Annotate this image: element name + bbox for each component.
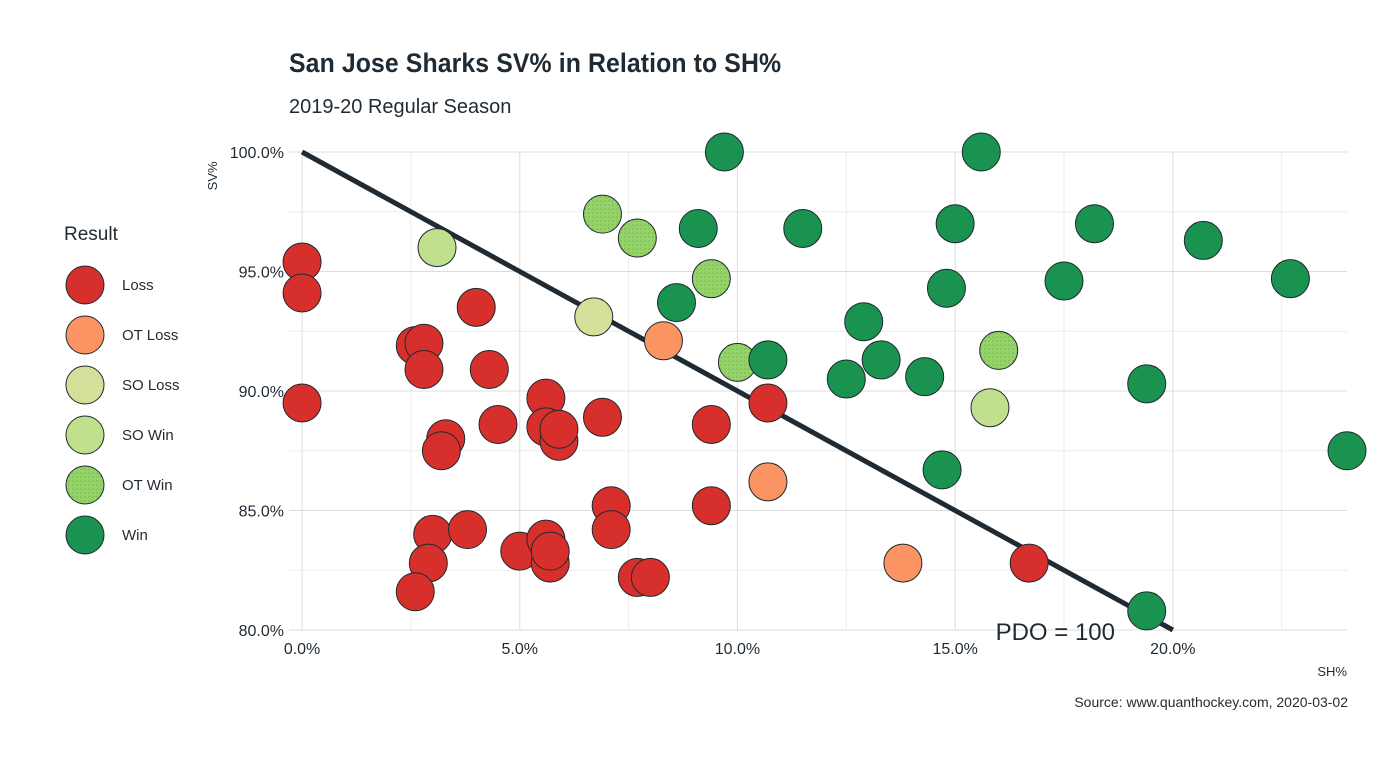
y-tick-label: 95.0% [239, 265, 284, 282]
legend-item-ot-win: OT Win [64, 460, 180, 510]
x-tick-label: 10.0% [715, 641, 760, 658]
chart-title: San Jose Sharks SV% in Relation to SH% [289, 48, 782, 78]
x-tick-label: 15.0% [932, 641, 977, 658]
x-axis-title: SH% [1317, 664, 1347, 679]
point-win [783, 208, 823, 248]
point-loss [448, 510, 488, 550]
point-win [748, 340, 788, 380]
legend-marker-ot-win [65, 465, 105, 505]
y-tick-label: 90.0% [239, 384, 284, 401]
legend-swatch-ot-loss [65, 315, 105, 355]
point-win [1270, 259, 1310, 299]
y-tick-label: 80.0% [239, 623, 284, 640]
point-loss [530, 531, 570, 571]
legend-label: OT Loss [122, 326, 179, 344]
y-axis-title: SV% [205, 161, 220, 190]
legend-marker-loss [65, 265, 105, 305]
point-win [1183, 220, 1223, 260]
source-note: Source: www.quanthockey.com, 2020-03-02 [1074, 694, 1348, 710]
point-win [656, 283, 696, 323]
legend-marker-win [65, 515, 105, 555]
point-ot-win [979, 330, 1019, 370]
point-loss [456, 287, 496, 327]
point-win [961, 132, 1001, 172]
point-ot-loss [883, 543, 923, 583]
legend-swatch-so-win [65, 415, 105, 455]
point-win [926, 268, 966, 308]
point-win [935, 204, 975, 244]
point-so-loss [574, 297, 614, 337]
legend-item-so-loss: SO Loss [64, 360, 180, 410]
point-loss [630, 557, 670, 597]
point-ot-win [582, 194, 622, 234]
point-win [844, 302, 884, 342]
legend-item-win: Win [64, 510, 180, 560]
point-win [922, 450, 962, 490]
point-loss [691, 404, 731, 444]
pdo-reference-label: PDO = 100 [996, 619, 1115, 646]
legend-title: Result [64, 224, 118, 245]
point-so-win [970, 388, 1010, 428]
y-tick-label: 100.0% [230, 145, 284, 162]
point-win [1127, 364, 1167, 404]
point-win [861, 340, 901, 380]
point-win [678, 208, 718, 248]
point-loss [404, 349, 444, 389]
point-win [1327, 431, 1367, 471]
point-loss [591, 510, 631, 550]
x-tick-label: 5.0% [502, 641, 538, 658]
point-ot-loss [643, 321, 683, 361]
legend-swatch-win [65, 515, 105, 555]
point-win [1044, 261, 1084, 301]
legend-label: OT Win [122, 476, 173, 494]
legend-swatch-so-loss [65, 365, 105, 405]
point-loss [748, 383, 788, 423]
x-tick-label: 20.0% [1150, 641, 1195, 658]
point-win [905, 357, 945, 397]
point-loss [421, 431, 461, 471]
legend-label: SO Win [122, 426, 174, 444]
point-win [826, 359, 866, 399]
point-loss [478, 404, 518, 444]
legend-marker-ot-loss [65, 315, 105, 355]
legend-marker-so-loss [65, 365, 105, 405]
point-win [1074, 204, 1114, 244]
chart-subtitle: 2019-20 Regular Season [289, 96, 512, 118]
legend-swatch-loss [65, 265, 105, 305]
point-loss [469, 349, 509, 389]
point-ot-loss [748, 462, 788, 502]
point-ot-win [691, 259, 731, 299]
legend-item-loss: Loss [64, 260, 180, 310]
legend-item-so-win: SO Win [64, 410, 180, 460]
point-ot-win [617, 218, 657, 258]
legend-label: SO Loss [122, 376, 180, 394]
legend-item-ot-loss: OT Loss [64, 310, 180, 360]
legend: Result Loss OT Loss SO Loss SO Win OT Win Win [64, 224, 180, 560]
legend-items: Loss OT Loss SO Loss SO Win OT Win Win [64, 260, 180, 560]
point-loss [539, 409, 579, 449]
point-loss [282, 383, 322, 423]
point-loss [691, 486, 731, 526]
y-tick-label: 85.0% [239, 504, 284, 521]
legend-label: Win [122, 526, 148, 544]
point-loss [1009, 543, 1049, 583]
legend-marker-so-win [65, 415, 105, 455]
point-so-win [417, 228, 457, 268]
point-win [1127, 591, 1167, 631]
x-tick-label: 0.0% [284, 641, 320, 658]
point-win [704, 132, 744, 172]
legend-label: Loss [122, 276, 154, 294]
point-loss [395, 572, 435, 612]
legend-swatch-ot-win [65, 465, 105, 505]
point-loss [282, 273, 322, 313]
point-loss [582, 397, 622, 437]
